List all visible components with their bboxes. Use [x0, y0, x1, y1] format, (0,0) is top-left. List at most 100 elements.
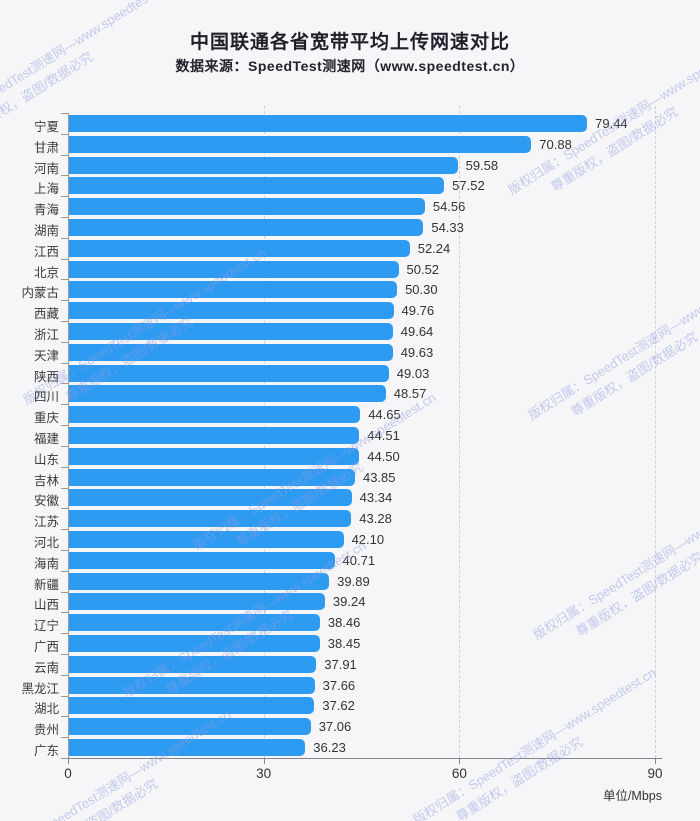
chart-subtitle: 数据来源：SpeedTest测速网（www.speedtest.cn）: [175, 58, 525, 74]
category-label: 山西: [33, 598, 59, 613]
value-label: 39.24: [332, 594, 366, 610]
category-label: 甘肃: [33, 140, 59, 155]
category-label: 江西: [33, 244, 59, 259]
bar: [69, 676, 315, 694]
bar: [69, 697, 315, 715]
value-label: 49.63: [400, 344, 434, 360]
value-label: 40.71: [342, 552, 376, 568]
value-label: 70.88: [539, 136, 572, 152]
value-label: 79.44: [595, 115, 628, 131]
bar: [69, 593, 325, 611]
x-axis-tick: [263, 759, 265, 764]
value-label: 49.03: [396, 365, 430, 381]
y-axis-tick: [61, 591, 68, 593]
category-label: 河北: [33, 536, 59, 551]
category-label: 吉林: [33, 473, 59, 488]
value-label: 43.28: [359, 511, 392, 527]
plot-area: 79.44 70.88 59.58 57.52 54.56 54.33 52.24 50.52…: [68, 106, 662, 758]
bar: [69, 635, 320, 653]
category-label: 上海: [33, 182, 59, 197]
x-tick-label: 90: [647, 766, 663, 781]
x-axis-unit-label: 单位/Mbps: [602, 789, 662, 803]
bar: [69, 322, 393, 340]
category-label: 广西: [33, 640, 59, 655]
y-axis-tick: [61, 258, 68, 260]
category-label: 浙江: [33, 327, 59, 342]
y-axis-tick: [61, 487, 68, 489]
bar: [69, 135, 532, 153]
y-axis-tick: [61, 341, 68, 343]
category-label: 福建: [33, 432, 59, 446]
value-label: 37.91: [324, 656, 357, 672]
category-label: 贵州: [33, 723, 59, 738]
value-label: 44.51: [367, 428, 400, 443]
bar: [69, 468, 355, 486]
category-label: 海南: [33, 556, 59, 571]
y-axis-tick: [61, 633, 68, 635]
value-label: 44.65: [368, 407, 401, 423]
bar: [69, 239, 410, 257]
category-label: 宁夏: [33, 119, 59, 134]
y-axis-tick: [61, 383, 68, 385]
y-axis-line: [68, 113, 69, 758]
category-label: 重庆: [33, 411, 59, 426]
bar: [69, 531, 344, 549]
bar: [69, 739, 306, 757]
y-axis-tick: [61, 529, 68, 531]
category-label: 安徽: [33, 494, 59, 509]
gridline: [655, 106, 656, 758]
category-label: 云南: [33, 660, 59, 675]
x-axis-line: [68, 758, 662, 759]
y-axis-tick: [61, 362, 68, 364]
category-label: 江苏: [33, 515, 59, 530]
bar: [69, 343, 393, 361]
bar: [69, 655, 317, 673]
bar: [69, 364, 389, 382]
x-tick-label: 30: [256, 766, 272, 781]
y-axis-tick: [61, 570, 68, 572]
value-label: 44.50: [367, 448, 400, 464]
bar: [69, 427, 360, 444]
value-label: 37.62: [322, 698, 355, 714]
y-axis-tick: [61, 612, 68, 614]
y-axis-tick: [61, 737, 68, 739]
category-label: 湖北: [33, 702, 59, 717]
value-label: 38.45: [327, 636, 361, 652]
value-label: 37.06: [318, 719, 352, 735]
x-axis-tick: [68, 759, 69, 764]
bar: [69, 489, 352, 507]
gridline: [459, 106, 461, 758]
category-label: 陕西: [33, 369, 59, 384]
bar: [69, 218, 424, 236]
y-axis-tick: [61, 279, 68, 281]
bar: [69, 406, 361, 424]
category-label: 黑龙江: [21, 681, 59, 696]
category-label: 四川: [33, 390, 59, 405]
category-label: 湖南: [33, 223, 59, 238]
y-axis-tick: [61, 716, 68, 718]
value-label: 48.57: [393, 386, 427, 402]
category-label: 内蒙古: [21, 286, 59, 301]
category-label: 天津: [33, 348, 59, 363]
value-label: 57.52: [452, 178, 485, 194]
bar: [69, 510, 352, 528]
bar: [69, 260, 399, 278]
value-label: 54.33: [431, 219, 464, 235]
x-axis-tick: [459, 759, 461, 764]
category-label: 辽宁: [33, 619, 59, 634]
y-axis-tick: [61, 466, 68, 468]
category-label: 新疆: [33, 577, 59, 592]
x-axis-tick: [655, 759, 656, 764]
bar: [69, 156, 458, 174]
x-tick-label: 60: [451, 766, 467, 781]
value-label: 50.52: [406, 261, 440, 277]
category-label: 广东: [33, 744, 59, 759]
y-axis-tick: [61, 425, 68, 427]
y-axis-tick: [61, 549, 68, 551]
category-label: 河南: [33, 161, 59, 176]
category-label: 青海: [33, 203, 59, 218]
value-label: 37.66: [322, 677, 356, 693]
y-axis-tick: [61, 133, 68, 135]
value-label: 52.24: [417, 240, 451, 256]
y-axis-tick: [61, 404, 68, 406]
